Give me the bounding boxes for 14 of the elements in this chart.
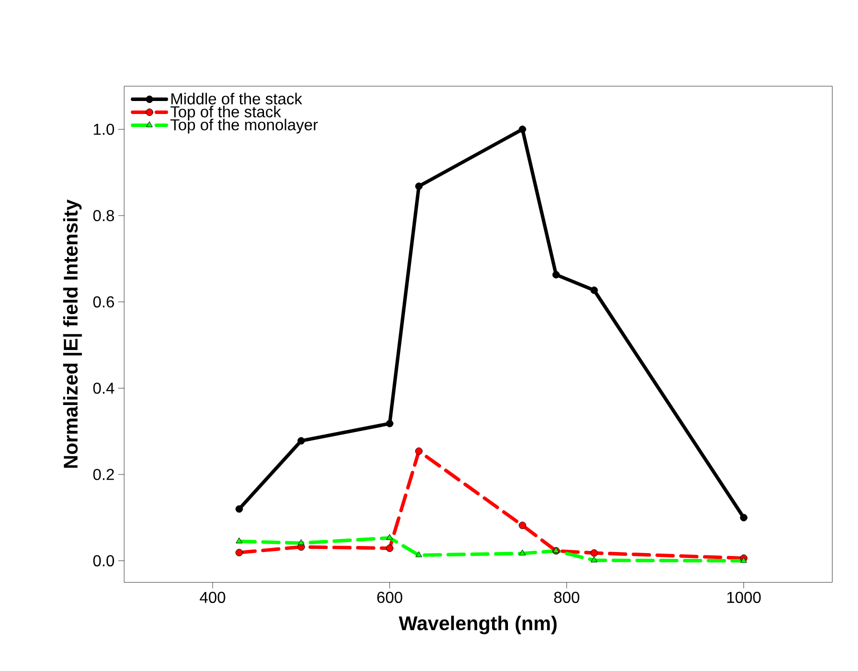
legend-label: Top of the monolayer — [170, 118, 318, 134]
y-tick-label: 0.4 — [93, 382, 114, 394]
x-tick-label: 400 — [200, 592, 226, 603]
x-tick-label: 600 — [377, 592, 402, 603]
y-axis-title: Normalized |E| field Intensity — [63, 199, 82, 468]
x-tick-label: 1000 — [727, 592, 761, 603]
y-tick-label: 0.8 — [93, 210, 114, 221]
x-axis-title: Wavelength (nm) — [398, 616, 557, 634]
y-tick-label: 0.0 — [93, 554, 114, 566]
legend-label: Middle of the stack — [171, 92, 302, 104]
y-tick-label: 0.6 — [93, 296, 114, 308]
x-tick-label: 800 — [554, 592, 580, 603]
y-tick-label: 1.0 — [94, 123, 114, 135]
y-tick-label: 0.2 — [93, 468, 114, 480]
